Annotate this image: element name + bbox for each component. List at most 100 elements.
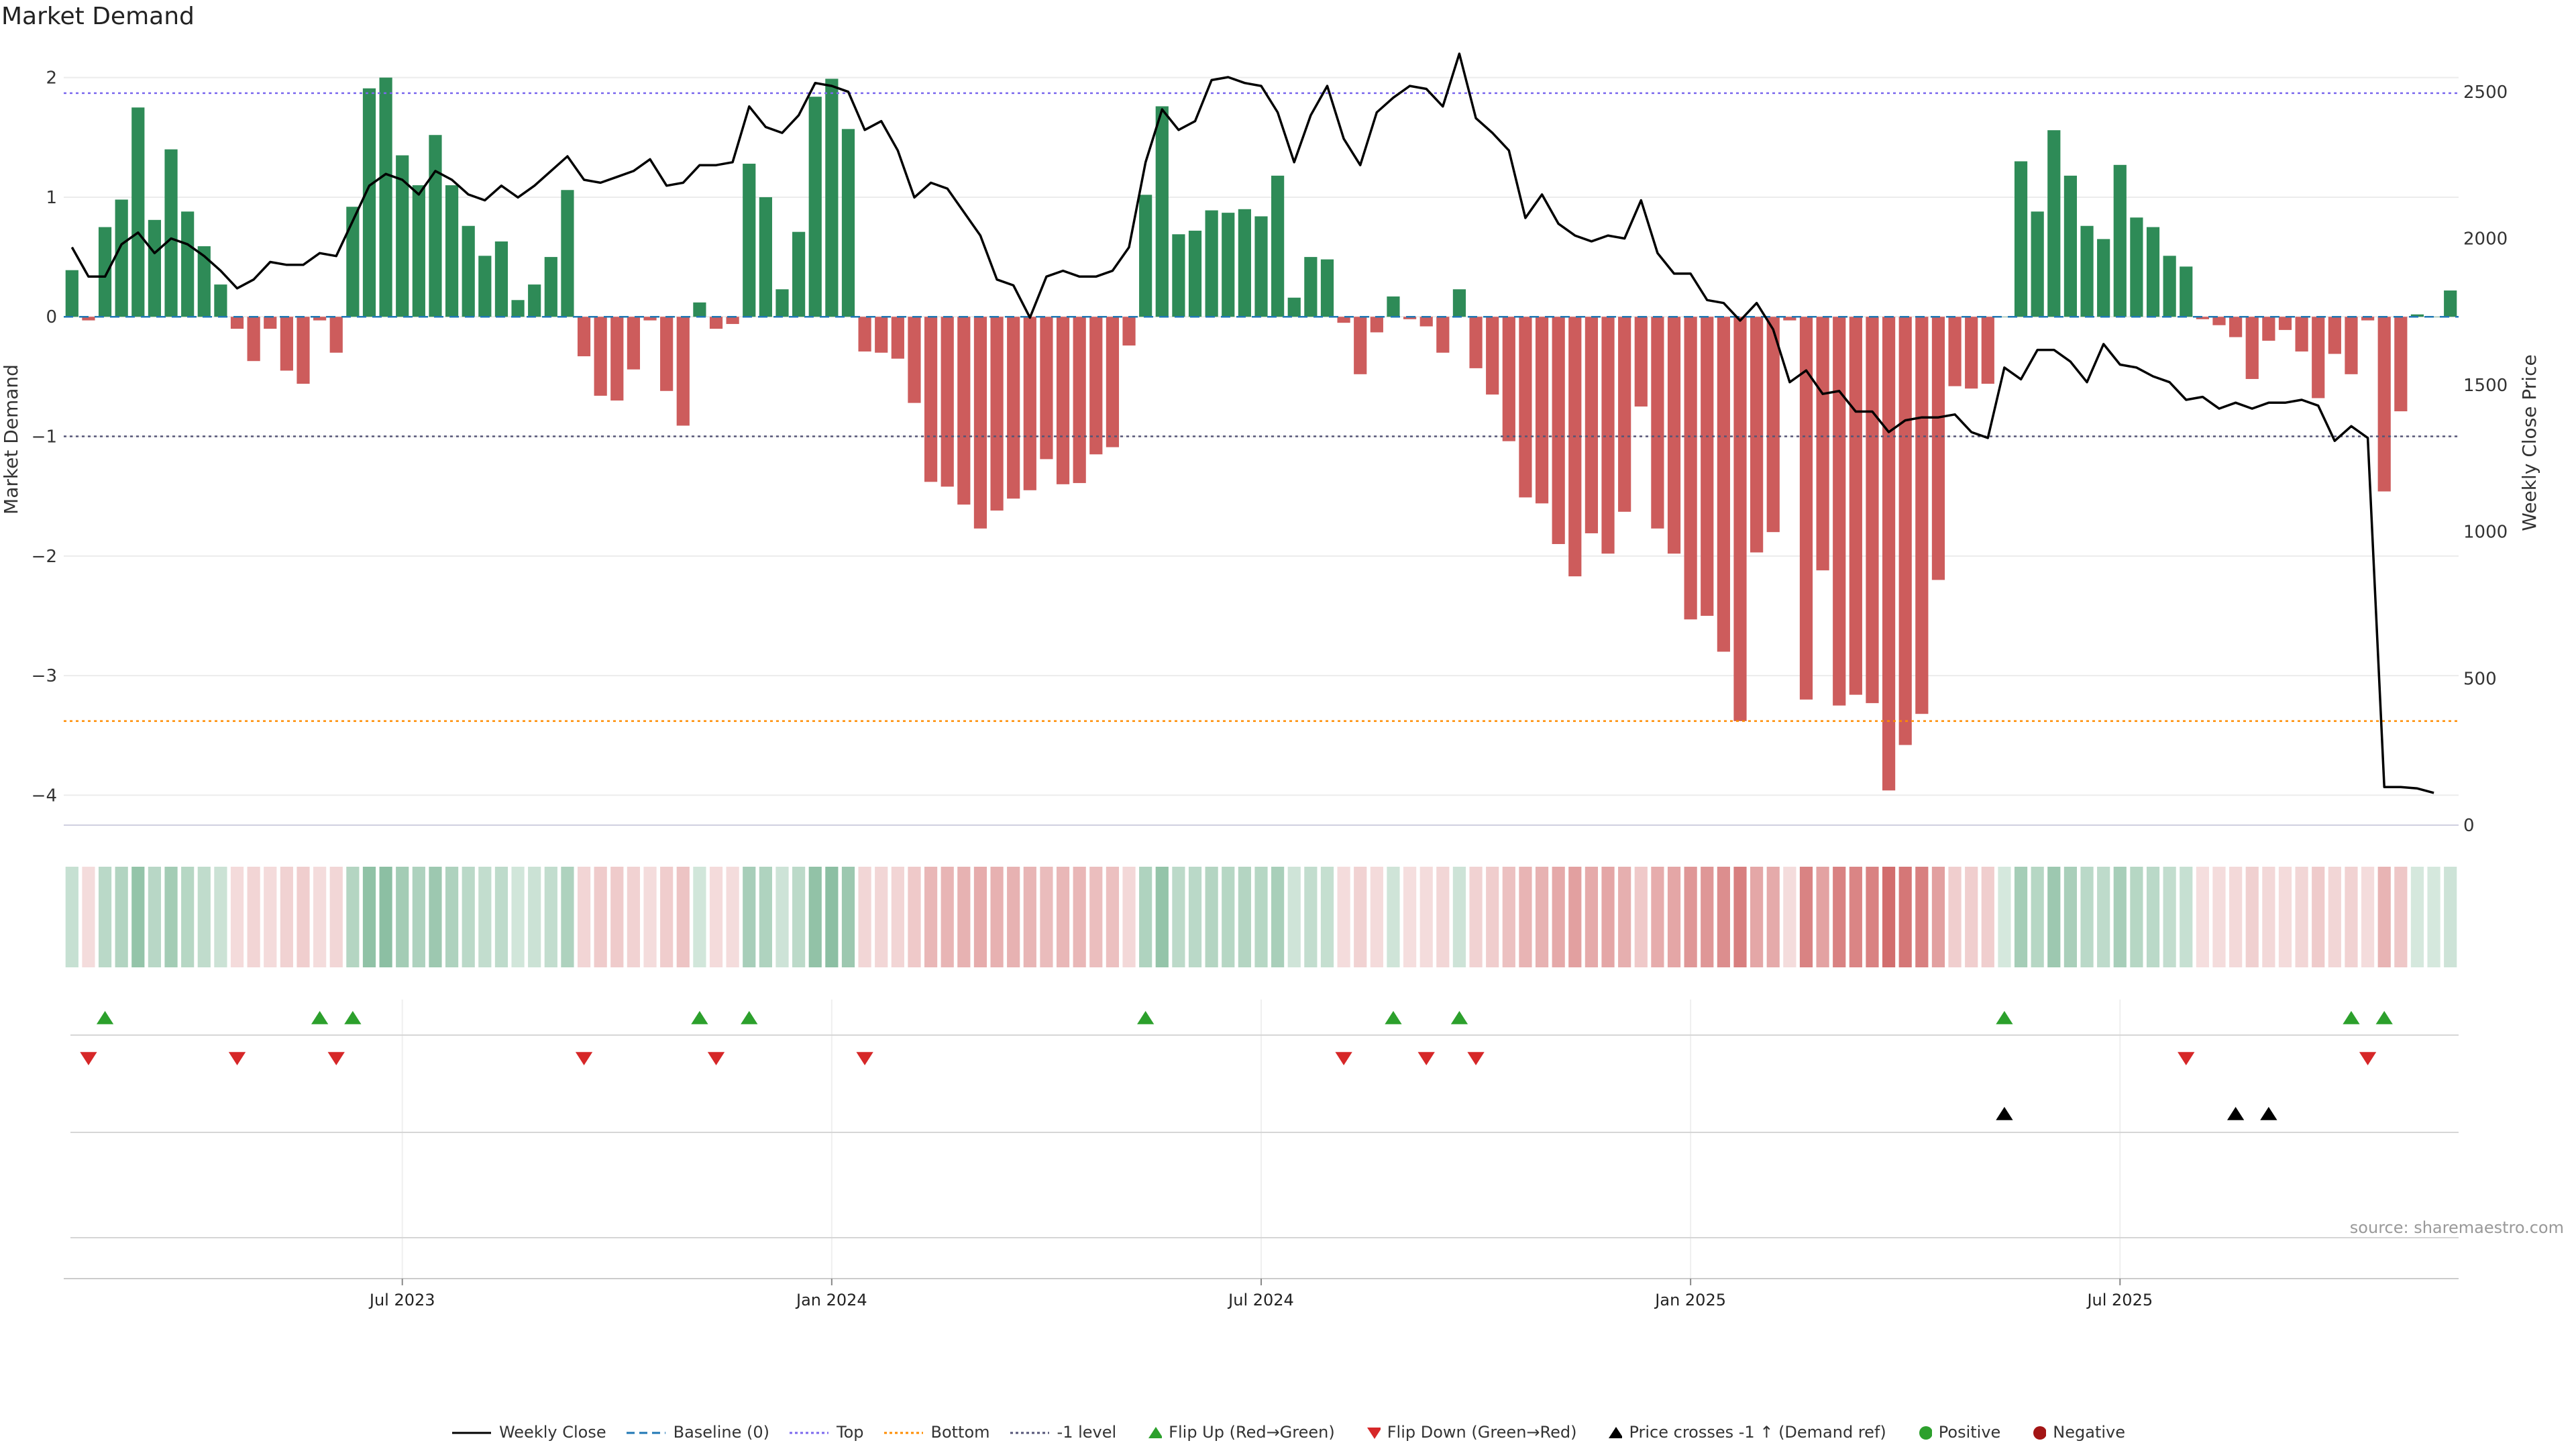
heat-strip-cell (1882, 867, 1896, 967)
demand-bar (362, 88, 376, 317)
heat-strip-cell (2113, 867, 2127, 967)
demand-bar (2163, 256, 2176, 317)
legend-item-bottom: Bottom (883, 1423, 990, 1442)
legend-icon (883, 1432, 923, 1434)
heat-strip-cell (1354, 867, 1367, 967)
demand-bar (445, 185, 459, 317)
demand-bar (841, 129, 855, 317)
demand-bar (1155, 106, 1169, 317)
heat-strip-cell (709, 867, 723, 967)
heat-strip-cell (2278, 867, 2292, 967)
flip-up-marker (344, 1011, 362, 1024)
heat-strip-cell (1998, 867, 2011, 967)
flip-down-marker (1417, 1052, 1435, 1065)
demand-bar (429, 135, 442, 317)
heat-strip-cell (1833, 867, 1846, 967)
demand-bar (396, 155, 409, 317)
demand-bar (1651, 317, 1664, 529)
heat-strip-cell (1337, 867, 1350, 967)
x-tick-label: Jan 2024 (795, 1291, 867, 1309)
heat-strip-cell (1618, 867, 1631, 967)
heat-strip-cell (1155, 867, 1169, 967)
demand-bar (1519, 317, 1532, 498)
heat-strip-cell (941, 867, 954, 967)
heat-strip-cell (660, 867, 674, 967)
heat-strip-cell (726, 867, 739, 967)
x-tick-label: Jan 2025 (1654, 1291, 1726, 1309)
demand-bar (1188, 230, 1202, 317)
heat-strip-cell (908, 867, 921, 967)
legend-label: Price crosses -1 ↑ (Demand ref) (1629, 1423, 1886, 1442)
heat-strip-cell (2295, 867, 2308, 967)
demand-bar (1717, 317, 1730, 652)
demand-bar (1320, 259, 1334, 317)
demand-bar (98, 227, 112, 317)
demand-bar (1766, 317, 1780, 533)
demand-bar (1849, 317, 1862, 695)
demand-bar (2113, 164, 2127, 317)
heat-strip-cell (1254, 867, 1268, 967)
heat-strip-cell (924, 867, 938, 967)
heat-strip-cell (1701, 867, 1714, 967)
heat-strip-cell (1634, 867, 1648, 967)
legend-item-cross: Price crosses -1 ↑ (Demand ref) (1595, 1423, 1886, 1442)
heat-strip-cell (264, 867, 277, 967)
heat-strip-cell (2163, 867, 2176, 967)
demand-bar (2047, 130, 2061, 317)
demand-bar (1552, 317, 1565, 545)
heat-strip-cell (891, 867, 904, 967)
heat-strip-cell (1172, 867, 1185, 967)
heat-strip-cell (1007, 867, 1020, 967)
heat-strip-cell (65, 867, 78, 967)
heat-strip-cell (1568, 867, 1582, 967)
legend-label: Bottom (930, 1423, 990, 1442)
legend-label: Baseline (0) (673, 1423, 769, 1442)
y-axis-title: Market Demand (0, 364, 22, 515)
heat-strip-cell (1023, 867, 1036, 967)
demand-bar (1238, 209, 1251, 317)
heat-strip-cell (346, 867, 360, 967)
heat-strip-cell (825, 867, 839, 967)
demand-bar (1750, 317, 1764, 553)
demand-bar (1172, 234, 1185, 317)
demand-bar (2080, 225, 2094, 317)
demand-bar (1387, 296, 1400, 317)
weekly-close-line (70, 52, 2434, 794)
flip-down-marker (856, 1052, 873, 1065)
flip-up-marker (741, 1011, 758, 1024)
heat-strip-cell (181, 867, 195, 967)
heat-strip-cell (247, 867, 260, 967)
heat-strip-cell (1667, 867, 1681, 967)
demand-bar (1486, 317, 1499, 395)
heat-strip-cell (1552, 867, 1565, 967)
heat-strip-cell (396, 867, 409, 967)
heat-strip-cell (1419, 867, 1433, 967)
heat-strip-cell (2427, 867, 2440, 967)
legend-icon (1609, 1427, 1624, 1438)
heat-strip-cell (1238, 867, 1251, 967)
demand-bar (709, 317, 723, 329)
demand-bar (511, 300, 525, 317)
demand-bar (2361, 317, 2375, 321)
heat-strip-cell (115, 867, 128, 967)
demand-bar (2377, 317, 2391, 492)
demand-bar (280, 317, 293, 371)
demand-bar (1271, 175, 1285, 317)
legend-icon (1919, 1426, 1933, 1440)
demand-bar (594, 317, 607, 396)
legend-item-close: Weekly Close (451, 1423, 606, 1442)
demand-bar (1618, 317, 1631, 512)
heat-strip-cell (2394, 867, 2408, 967)
demand-bar (1733, 317, 1747, 721)
x-tick-label: Jul 2023 (368, 1291, 435, 1309)
legend-icon (1010, 1432, 1049, 1434)
heat-strip-cell (1040, 867, 1053, 967)
demand-bar (1502, 317, 1515, 441)
demand-bar (2328, 317, 2341, 354)
demand-bar (1089, 317, 1103, 455)
heat-strip-cell (148, 867, 162, 967)
y-tick-label: −3 (32, 666, 57, 686)
demand-bar (2031, 211, 2044, 317)
demand-bar (875, 317, 888, 353)
demand-bar (1354, 317, 1367, 374)
